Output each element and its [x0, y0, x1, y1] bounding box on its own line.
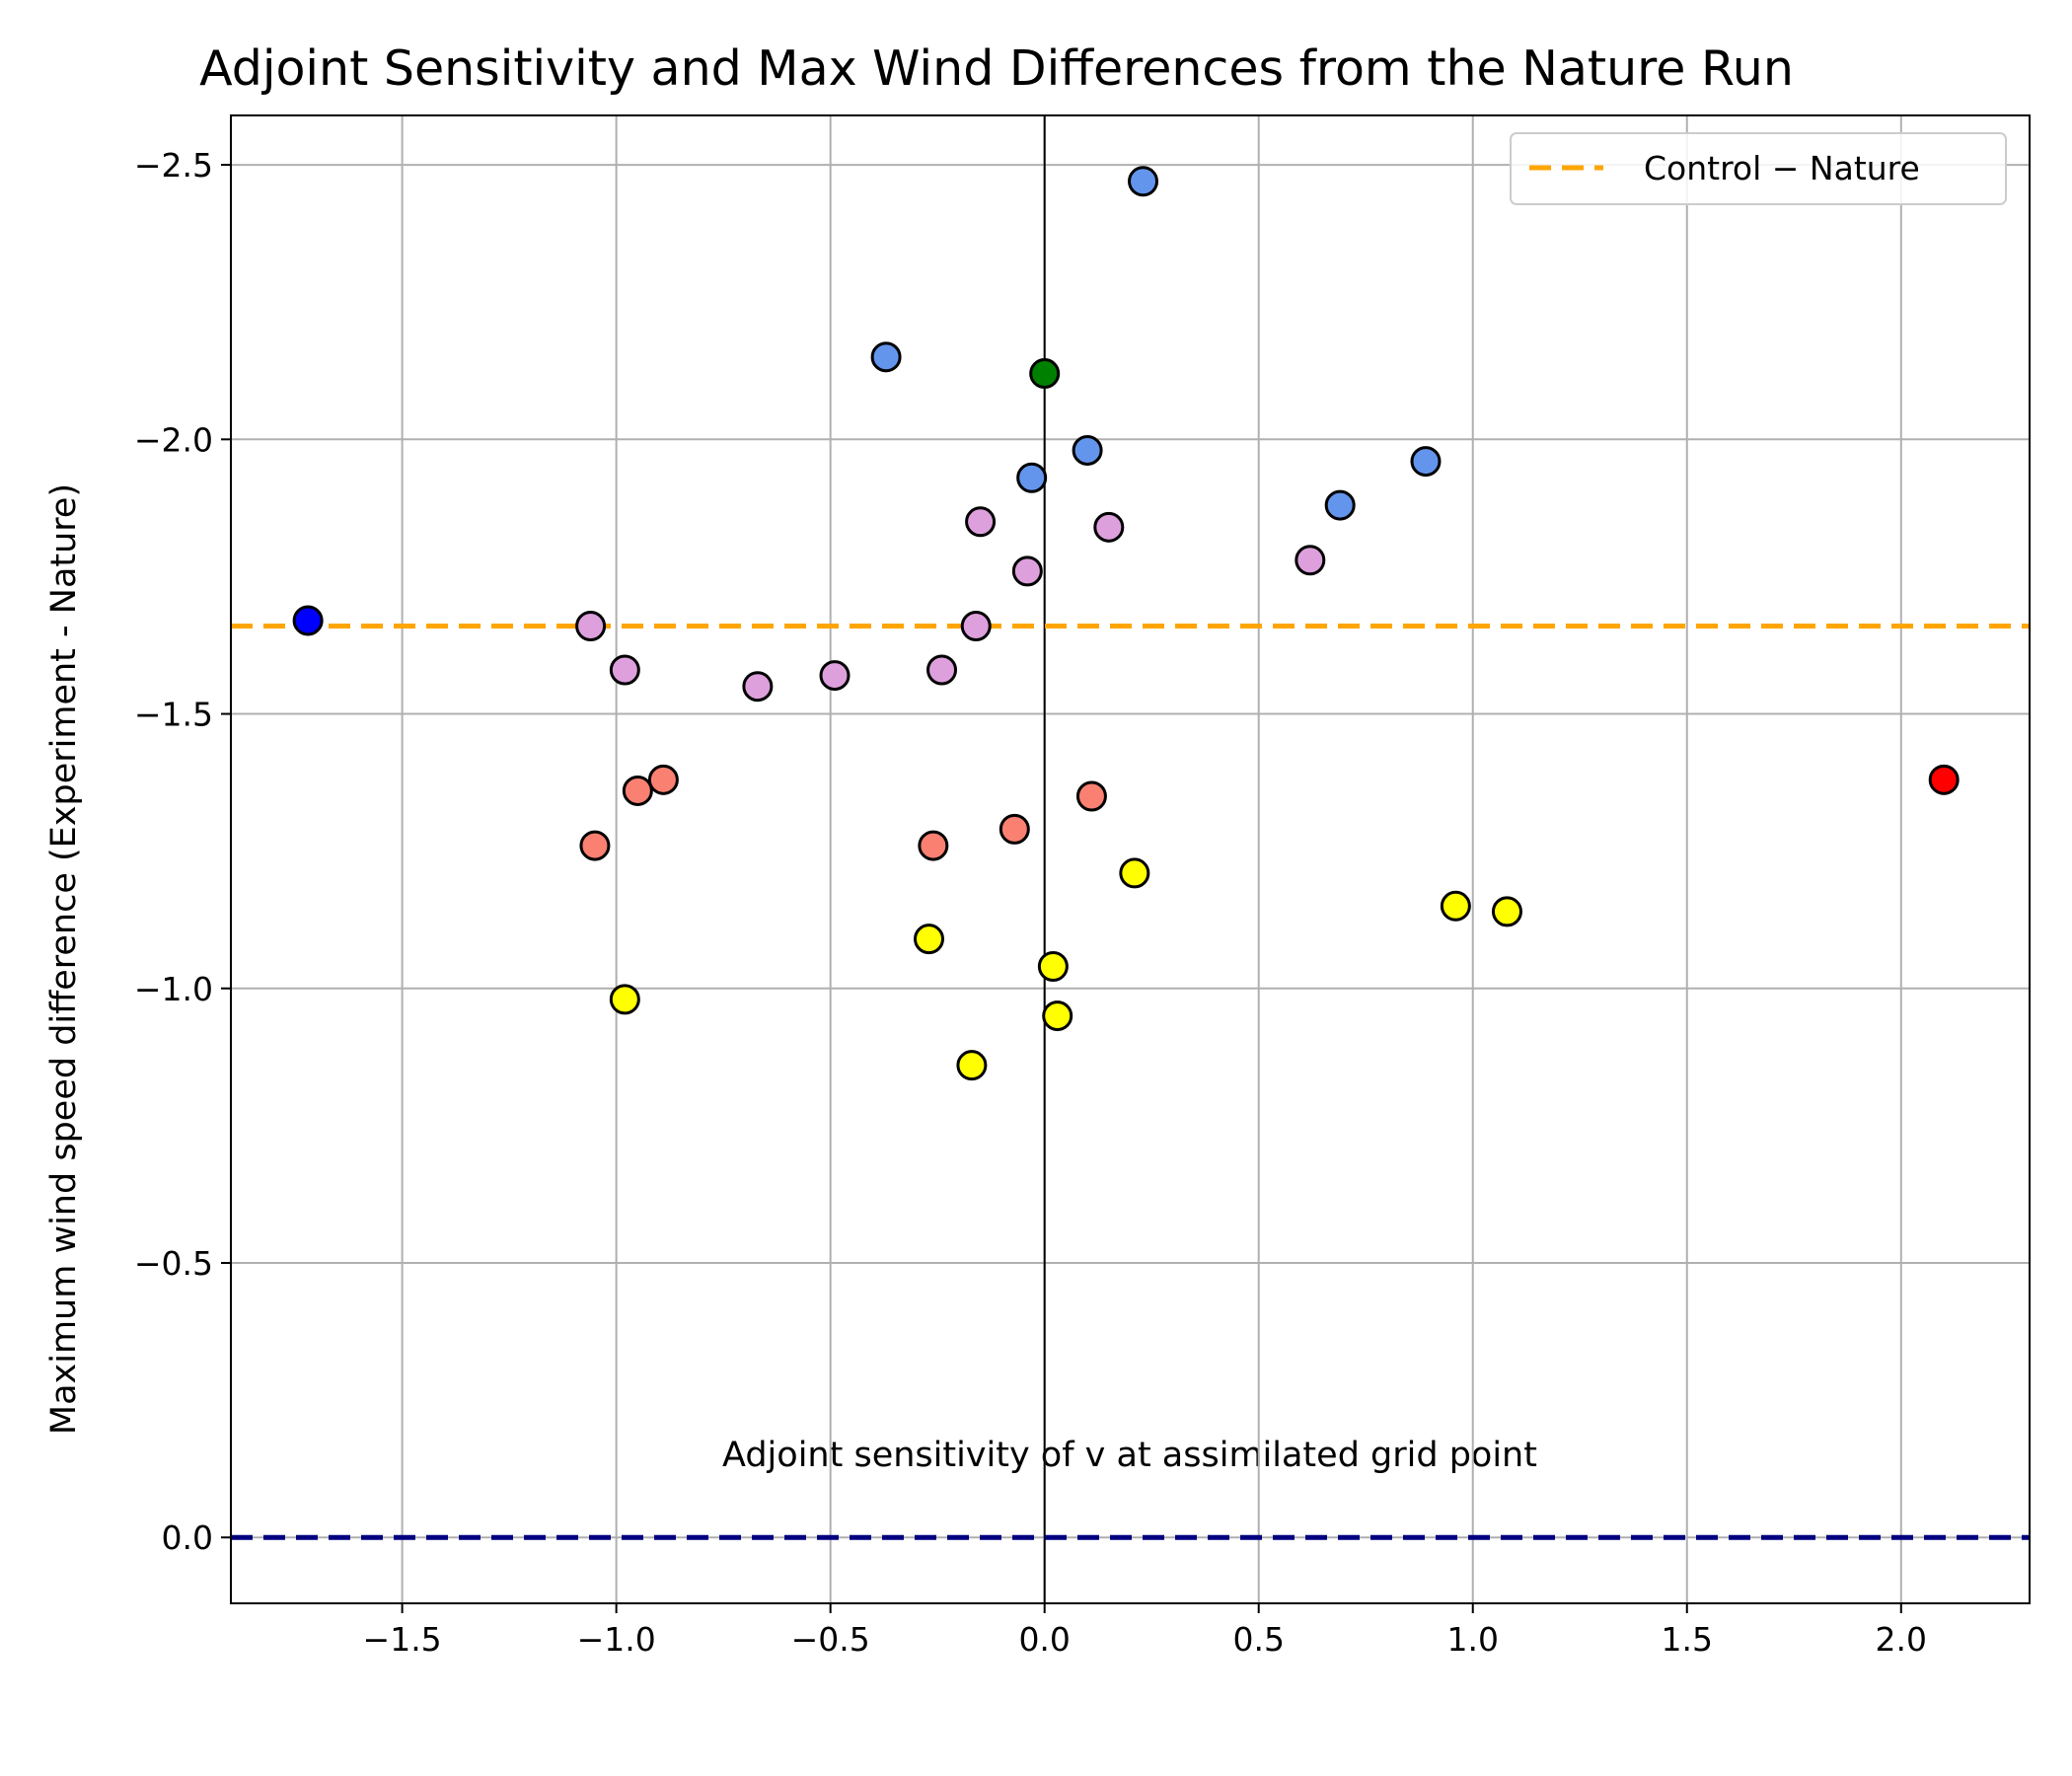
x-tick-label: 2.0	[1876, 1620, 1927, 1659]
data-point	[913, 924, 944, 955]
data-point	[1295, 545, 1326, 576]
y-tick-label: −2.0	[134, 420, 213, 459]
data-point	[1324, 489, 1356, 521]
y-tick-label: −1.5	[134, 696, 213, 734]
data-point	[575, 611, 607, 642]
data-point	[579, 830, 611, 861]
data-point	[1491, 896, 1522, 927]
y-tick-label: −2.5	[134, 146, 213, 185]
data-point	[1016, 462, 1048, 493]
data-point	[1440, 890, 1471, 922]
data-point	[1093, 511, 1125, 543]
y-tick-label: −0.5	[134, 1244, 213, 1283]
x-tick-label: −0.5	[791, 1620, 870, 1659]
plot-frame	[230, 114, 2031, 1604]
data-point	[292, 605, 324, 636]
data-point	[926, 654, 958, 686]
data-point	[742, 671, 774, 703]
x-tick-label: −1.0	[577, 1620, 656, 1659]
data-point	[918, 830, 949, 861]
data-point	[609, 984, 640, 1015]
legend-box	[1510, 132, 2007, 205]
data-point	[1410, 446, 1442, 478]
data-point	[965, 506, 997, 538]
data-point	[819, 660, 851, 692]
x-tick-label: 0.0	[1018, 1620, 1070, 1659]
legend-label-control-nature: Control − Nature	[1644, 149, 1920, 187]
data-point	[1928, 764, 1960, 795]
data-point	[622, 775, 653, 806]
data-point	[1128, 166, 1159, 197]
chart-title: Adjoint Sensitivity and Max Wind Differe…	[199, 40, 1794, 97]
data-point	[999, 813, 1030, 845]
x-tick-label: 0.5	[1232, 1620, 1284, 1659]
y-tick-label: −1.0	[134, 970, 213, 1008]
data-point	[1037, 951, 1069, 983]
plot-border	[230, 114, 2031, 1604]
data-point	[1042, 1000, 1073, 1032]
data-point	[960, 611, 992, 642]
data-point	[1075, 780, 1107, 812]
x-axis-label: Adjoint sensitivity of v at assimilated …	[722, 1436, 1537, 1475]
data-points	[292, 166, 1960, 1081]
y-tick-label: 0.0	[162, 1518, 213, 1557]
data-point	[870, 341, 902, 373]
data-point	[1119, 857, 1150, 889]
data-point	[1029, 358, 1061, 390]
data-point	[956, 1050, 988, 1081]
legend: Control − Nature	[1510, 132, 2007, 205]
data-point	[1011, 555, 1043, 587]
x-tick-label: 1.5	[1662, 1620, 1713, 1659]
axis-ticks: −1.5 −1.0 −0.5 0.0 0.5 1.0 1.5 2.0 −2.5 −2.0 −1.5 −…	[134, 146, 1927, 1659]
data-point	[1072, 434, 1103, 466]
x-tick-label: 1.0	[1446, 1620, 1498, 1659]
data-point	[647, 764, 679, 795]
x-tick-label: −1.5	[363, 1620, 442, 1659]
y-axis-label: Maximum wind speed difference (Experimen…	[44, 483, 84, 1435]
data-point	[609, 654, 640, 686]
